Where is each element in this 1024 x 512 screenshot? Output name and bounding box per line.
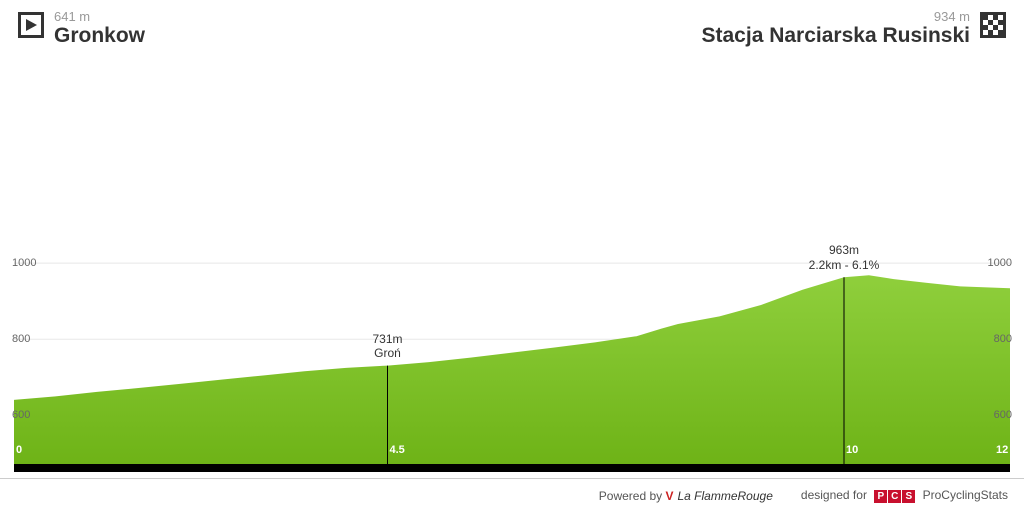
chart-baseline [14,464,1010,472]
finish-icon [980,12,1006,38]
x-tick: 0 [16,444,22,456]
finish-block: 934 m Stacja Narciarska Rusinski [702,10,1007,46]
footer: Powered by V La FlammeRouge designed for… [0,478,1024,512]
lfr-logo: V La FlammeRouge [665,489,772,503]
finish-elevation: 934 m [702,10,971,23]
chart-marker-label: 731mGroń [372,332,402,361]
designed-for: designed for PCS ProCyclingStats [801,488,1008,503]
stage-header: 641 m Gronkow 934 m Stacja Narciarska Ru… [0,0,1024,46]
pcs-badge: PCS [874,490,915,503]
y-tick: 800 [12,333,30,345]
y-tick: 1000 [12,257,36,269]
elevation-chart: 600 600 800 800 1000 1000 0 4.5 10 12 731mGroń 963m… [14,225,1010,465]
y-tick: 1000 [988,257,1012,269]
chart-marker-label: 963m2.2km - 6.1% [809,243,880,272]
start-block: 641 m Gronkow [18,10,145,46]
start-icon [18,12,44,38]
start-name: Gronkow [54,25,145,46]
y-tick: 600 [994,409,1012,421]
x-tick: 4.5 [390,444,405,456]
y-tick: 800 [994,333,1012,345]
x-tick: 10 [846,444,858,456]
start-elevation: 641 m [54,10,145,23]
x-tick: 12 [996,444,1008,456]
finish-name: Stacja Narciarska Rusinski [702,25,971,46]
y-tick: 600 [12,409,30,421]
powered-by: Powered by V La FlammeRouge [599,489,773,503]
